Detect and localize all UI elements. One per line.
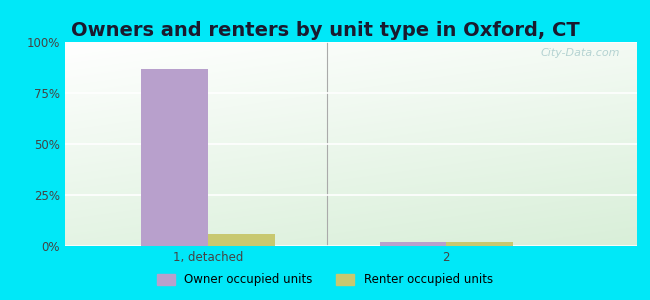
Legend: Owner occupied units, Renter occupied units: Owner occupied units, Renter occupied un… <box>153 269 497 291</box>
Bar <box>447 242 513 246</box>
Bar <box>380 242 447 246</box>
Bar <box>141 68 208 246</box>
Bar <box>208 234 275 246</box>
Text: Owners and renters by unit type in Oxford, CT: Owners and renters by unit type in Oxfor… <box>71 21 579 40</box>
Text: City-Data.com: City-Data.com <box>540 48 620 58</box>
